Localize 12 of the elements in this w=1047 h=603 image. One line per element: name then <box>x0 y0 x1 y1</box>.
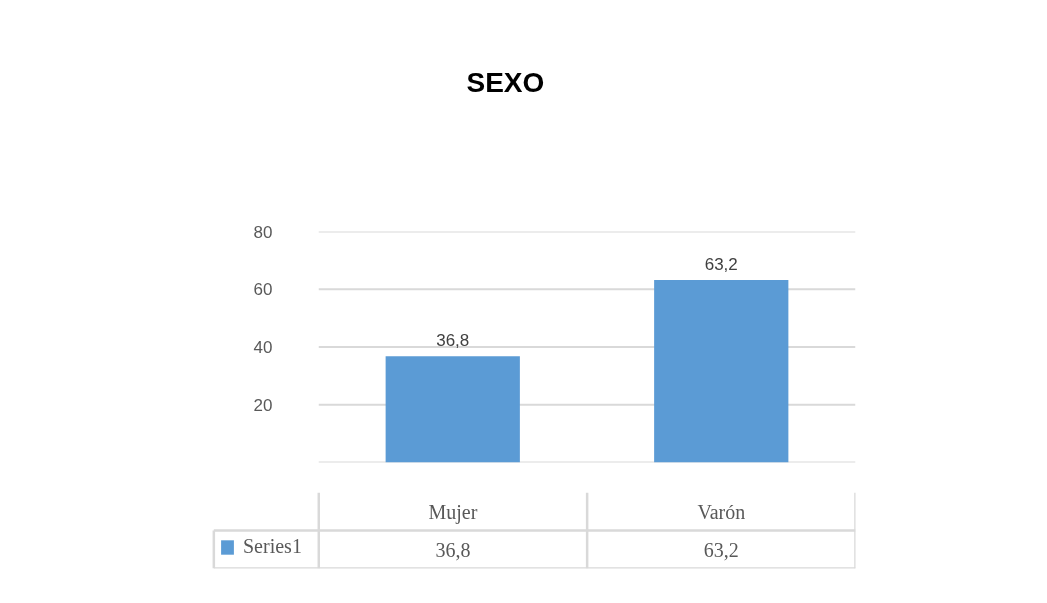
x-tick-label: Varón <box>697 500 746 523</box>
chart-title: SEXO <box>466 66 545 98</box>
y-tick-label: 20 <box>253 395 273 415</box>
data-label: 63,2 <box>703 538 739 561</box>
y-tick-label: 40 <box>253 338 273 357</box>
x-tick-label: Mujer <box>428 500 478 524</box>
text: 63,2 <box>704 255 738 275</box>
y-tick-label: 80 <box>253 222 273 242</box>
text: 36,8 <box>436 331 470 351</box>
data-label: 36,8 <box>435 538 471 561</box>
y-tick-label: 60 <box>253 280 273 300</box>
legend-label: Series1 <box>243 535 302 558</box>
